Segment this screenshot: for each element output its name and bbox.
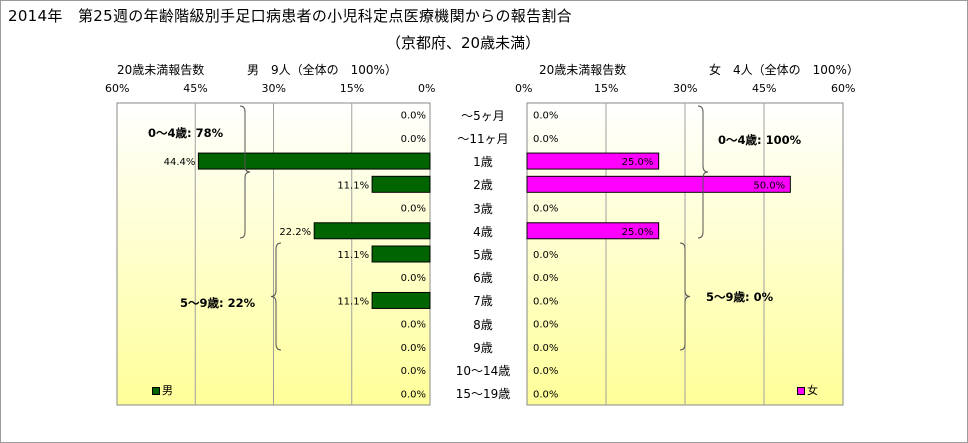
right-summary: 女 4人（全体の 100%）	[709, 63, 859, 77]
x-tick-label: 30%	[673, 82, 698, 95]
female-bar	[526, 222, 660, 240]
female-data-label: 0.0%	[533, 389, 558, 400]
age-category-label: 10～14歳	[455, 364, 511, 379]
x-tick-label: 60%	[831, 82, 856, 95]
female-brace-5-9	[679, 242, 691, 351]
x-tick-label: 0%	[418, 82, 436, 95]
x-tick-label: 45%	[752, 82, 777, 95]
age-category-label: 9歳	[473, 340, 493, 355]
female-group-0-4: 0～4歳: 100%	[718, 133, 802, 147]
female-group-5-9: 5～9歳: 0%	[706, 290, 774, 304]
male-data-label: 11.1%	[337, 296, 369, 307]
female-data-label: 0.0%	[533, 134, 558, 145]
legend-female-swatch	[797, 387, 805, 395]
male-data-label: 22.2%	[279, 227, 311, 238]
female-data-label: 0.0%	[533, 320, 558, 331]
age-category-label: ～11ヶ月	[457, 131, 509, 146]
right-caption: 20歳未満報告数	[539, 63, 627, 77]
female-bar	[526, 152, 660, 170]
female-data-label: 0.0%	[533, 366, 558, 377]
x-tick-label: 15%	[339, 82, 365, 95]
age-category-label: 15～19歳	[455, 387, 511, 402]
male-data-label: 11.1%	[337, 250, 369, 261]
female-bar	[526, 175, 791, 193]
female-data-label: 0.0%	[533, 111, 558, 122]
left-caption: 20歳未満報告数	[117, 63, 205, 77]
female-data-label: 25.0%	[622, 157, 654, 168]
age-category-label: 2歳	[473, 178, 493, 193]
male-bar	[371, 175, 431, 193]
male-bar	[197, 152, 431, 170]
x-tick-label: 45%	[183, 82, 208, 95]
age-category-label: 5歳	[473, 248, 493, 262]
legend-male-swatch	[152, 387, 160, 395]
male-data-label: 0.0%	[401, 111, 426, 122]
male-bar	[313, 222, 431, 240]
female-data-label: 0.0%	[533, 204, 558, 215]
male-data-label: 0.0%	[401, 204, 426, 215]
legend-male: 男	[152, 382, 173, 398]
age-category-label: ～5ヶ月	[461, 108, 505, 123]
age-category-label: 1歳	[473, 155, 493, 170]
legend-male-label: 男	[162, 384, 173, 397]
male-data-label: 0.0%	[401, 366, 426, 377]
male-brace-0-4	[239, 105, 251, 239]
legend-female-label: 女	[807, 384, 818, 397]
age-category-label: 8歳	[473, 317, 493, 332]
male-group-5-9: 5～9歳: 22%	[180, 296, 256, 310]
female-data-label: 0.0%	[533, 296, 558, 307]
male-data-label: 11.1%	[337, 180, 369, 191]
male-brace-5-9	[270, 242, 282, 351]
x-tick-label: 60%	[105, 82, 130, 95]
x-tick-label: 15%	[594, 82, 619, 95]
chart-subtitle: （京都府、20歳未満）	[386, 34, 541, 52]
age-category-label: 4歳	[473, 224, 493, 239]
female-data-label: 0.0%	[533, 250, 558, 261]
male-data-label: 0.0%	[401, 134, 426, 145]
male-group-0-4: 0～4歳: 78%	[148, 126, 224, 140]
age-category-label: 7歳	[473, 294, 493, 309]
male-data-label: 0.0%	[401, 343, 426, 354]
legend-female: 女	[797, 382, 818, 398]
x-tick-label: 0%	[515, 82, 533, 95]
age-category-label: 6歳	[473, 271, 493, 286]
chart-title: 2014年 第25週の年齢階級別手足口病患者の小児科定点医療機関からの報告割合	[8, 7, 572, 25]
female-data-label: 25.0%	[622, 227, 654, 238]
age-category-label: 3歳	[473, 201, 493, 216]
x-tick-label: 30%	[261, 82, 286, 95]
male-data-label: 44.4%	[164, 157, 196, 168]
female-brace-0-4	[697, 105, 709, 239]
male-data-label: 0.0%	[401, 320, 426, 331]
left-summary: 男 9人（全体の 100%）	[247, 63, 397, 77]
female-data-label: 50.0%	[753, 180, 785, 191]
female-data-label: 0.0%	[533, 343, 558, 354]
male-data-label: 0.0%	[401, 389, 426, 400]
male-bar	[371, 245, 431, 263]
female-data-label: 0.0%	[533, 273, 558, 284]
male-data-label: 0.0%	[401, 273, 426, 284]
male-bar	[371, 291, 431, 309]
